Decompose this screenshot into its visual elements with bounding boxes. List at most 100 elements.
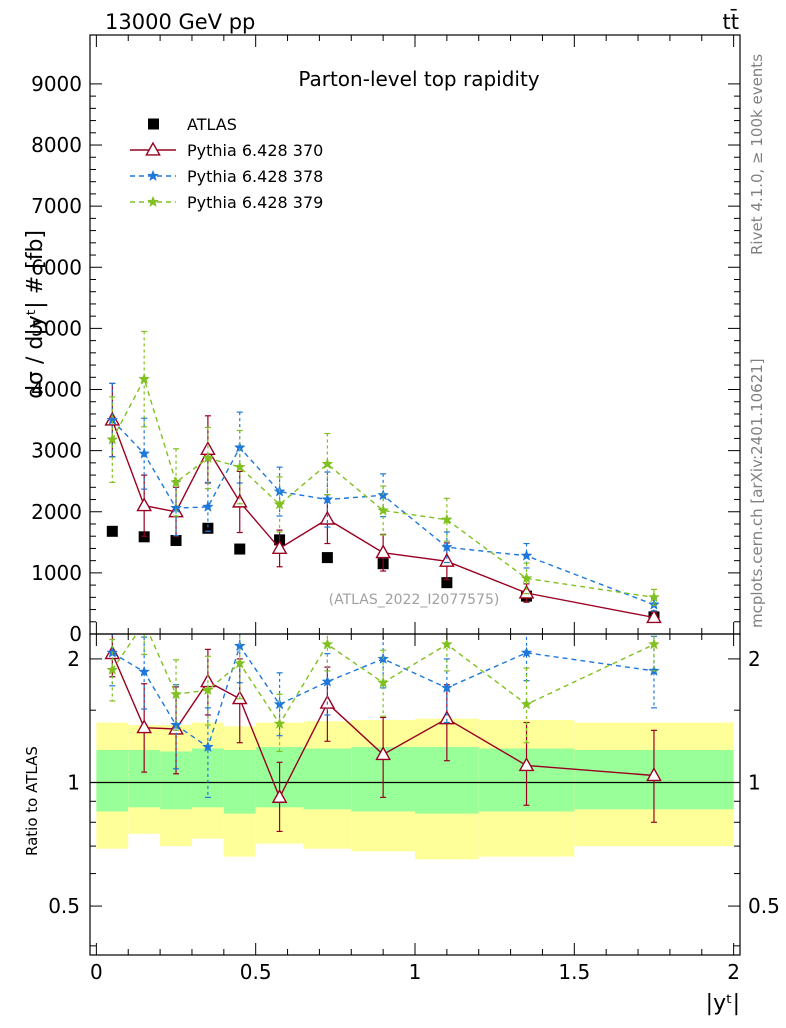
- pythia-6-428-370-point-5: [271, 539, 288, 555]
- main-ytick-label-1: 1000: [31, 561, 82, 585]
- side-label-top: Rivet 4.1.0, ≥ 100k events: [748, 54, 766, 255]
- x-tick-label-0: 0: [90, 960, 103, 984]
- ratio-y-axis-label: Ratio to ATLAS: [23, 746, 41, 856]
- ratio-pythia-6-428-370-point-5: [271, 788, 288, 803]
- pythia-6-428-379-point-1: [138, 372, 151, 385]
- legend: ATLAS Pythia 6.428 370 Pythia 6.428 378 Pyt…: [130, 115, 323, 212]
- ratio-pythia-6-428-379-point-6: [321, 638, 334, 650]
- atlas-point-4: [234, 543, 246, 555]
- uncertainty-band-inner-4: [223, 749, 256, 814]
- pythia-6-428-379-point-3: [201, 451, 214, 463]
- pythia-6-428-370-point-8: [439, 552, 455, 567]
- pythia-6-428-370-point-7: [375, 544, 391, 559]
- pythia-6-428-379-point-6: [321, 457, 334, 470]
- ratio-pythia-6-428-379-point-7: [377, 676, 390, 688]
- header-left: 13000 GeV pp: [105, 10, 255, 34]
- atlas-point-8: [441, 577, 453, 589]
- side-label-bottom: mcplots.cern.ch [arXiv:2401.10621]: [748, 358, 766, 628]
- pythia-6-428-379-point-2: [170, 476, 182, 488]
- main-ytick-label-3: 3000: [31, 439, 82, 463]
- x-axis-label: |yᵗ|: [706, 991, 740, 1016]
- pythia-6-428-370-point-10: [646, 609, 662, 624]
- legend-pythia-6-428-379-marker: [147, 195, 159, 208]
- main-title: Parton-level top rapidity: [298, 67, 539, 91]
- legend-pythia-6-428-378-marker: [147, 169, 159, 182]
- ratio-ytick-label-1: 1: [67, 770, 80, 794]
- ratio-ytick-label-right-0: 0.5: [748, 894, 780, 918]
- ratio-pythia-6-428-370-point-10: [646, 767, 662, 782]
- pythia-6-428-378-point-3: [201, 500, 214, 512]
- ratio-pythia-6-428-379-point-0: [106, 663, 119, 675]
- ratio-pythia-6-428-379-point-5: [273, 717, 286, 729]
- main-panel: 0 1000 2000 3000 4000 5000 6000 7000 8000 9000: [31, 34, 741, 646]
- main-y-axis-label: dσ / d|yᵗ| # [fb]: [23, 230, 48, 399]
- atlas-point-0: [106, 525, 118, 537]
- pythia-6-428-379-point-10: [648, 591, 660, 603]
- pythia-6-428-379-point-5: [273, 498, 286, 510]
- atlas-point-1: [138, 531, 150, 543]
- ratio-pythia-6-428-379-point-4: [233, 657, 246, 669]
- uncertainty-band-inner-6: [303, 748, 352, 810]
- pythia-6-428-378-point-6: [321, 493, 334, 505]
- legend-pythia-6-428-379-label: Pythia 6.428 379: [187, 193, 323, 212]
- x-tick-label-1: 0.5: [240, 960, 272, 984]
- ratio-ytick-label-2: 2: [67, 647, 80, 671]
- main-ytick-label-0: 0: [69, 622, 82, 646]
- pythia-6-428-379-point-7: [377, 504, 390, 516]
- ratio-pythia-6-428-379-point-9: [520, 698, 533, 710]
- pythia-6-428-378-point-8: [440, 540, 453, 553]
- ratio-pythia-6-428-370-point-7: [375, 746, 391, 761]
- ratio-pythia-6-428-378-point-9: [520, 646, 533, 658]
- ratio-pythia-6-428-378-line: [111, 644, 655, 749]
- main-ytick-label-2: 2000: [31, 500, 82, 524]
- main-plot-area: [104, 330, 662, 624]
- ratio-pythia-6-428-379-point-8: [440, 638, 453, 650]
- pythia-6-428-370-point-4: [231, 493, 248, 508]
- x-tick-label-4: 2: [727, 960, 740, 984]
- x-tick-label-3: 1.5: [558, 960, 590, 984]
- main-ytick-label-6: 6000: [31, 255, 82, 279]
- watermark: (ATLAS_2022_I2077575): [329, 592, 500, 608]
- ratio-ytick-label-0: 0.5: [48, 894, 80, 918]
- legend-pythia-6-428-370-label: Pythia 6.428 370: [187, 141, 323, 160]
- ratio-pythia-6-428-379-point-10: [648, 638, 660, 650]
- ratio-pythia-6-428-370-point-8: [439, 710, 455, 725]
- ratio-ytick-label-right-1: 1: [748, 770, 761, 794]
- ratio-pythia-6-428-378-point-3: [201, 740, 214, 753]
- ratio-pythia-6-428-379-point-2: [170, 688, 182, 700]
- header-right: tt̄: [723, 9, 739, 34]
- main-ytick-label-4: 4000: [31, 378, 82, 402]
- pythia-6-428-378-line: [111, 419, 655, 606]
- pythia-6-428-379-point-8: [440, 513, 453, 525]
- ratio-pythia-6-428-378-point-8: [440, 681, 453, 693]
- ratio-pythia-6-428-378-point-1: [138, 665, 151, 677]
- ratio-panel: 0.5 0.51 12 20 0.5 1 1.5 2: [48, 617, 780, 984]
- pythia-6-428-370-point-9: [518, 584, 535, 599]
- pythia-6-428-378-point-9: [520, 549, 533, 561]
- atlas-point-2: [170, 534, 182, 546]
- x-tick-label-2: 1: [409, 960, 422, 984]
- main-ytick-label-5: 5000: [31, 316, 82, 340]
- main-ytick-label-9: 9000: [31, 72, 82, 96]
- main-ytick-label-7: 7000: [31, 194, 82, 218]
- main-ytick-label-8: 8000: [31, 133, 82, 157]
- ratio-pythia-6-428-379-point-1: [139, 617, 149, 627]
- legend-pythia-6-428-370-marker: [145, 141, 161, 156]
- legend-atlas-label: ATLAS: [187, 115, 237, 134]
- ratio-pythia-6-428-370-point-9: [518, 757, 535, 772]
- pythia-6-428-370-point-6: [319, 510, 336, 525]
- ratio-ytick-label-right-2: 2: [748, 647, 761, 671]
- legend-atlas-marker: [148, 118, 159, 130]
- atlas-point-6: [321, 552, 333, 564]
- pythia-6-428-379-point-0: [106, 433, 119, 445]
- legend-pythia-6-428-378-label: Pythia 6.428 378: [187, 167, 323, 186]
- pythia-6-428-378-point-1: [138, 447, 151, 459]
- ratio-pythia-6-428-379-point-3: [201, 683, 214, 696]
- ratio-pythia-6-428-378-point-6: [321, 675, 334, 687]
- ratio-plot-area: [90, 617, 740, 860]
- uncertainty-band-inner-0: [96, 749, 129, 812]
- pythia-6-428-379-point-4: [233, 460, 246, 473]
- pythia-6-428-379-point-9: [520, 572, 533, 584]
- atlas-point-3: [202, 522, 214, 534]
